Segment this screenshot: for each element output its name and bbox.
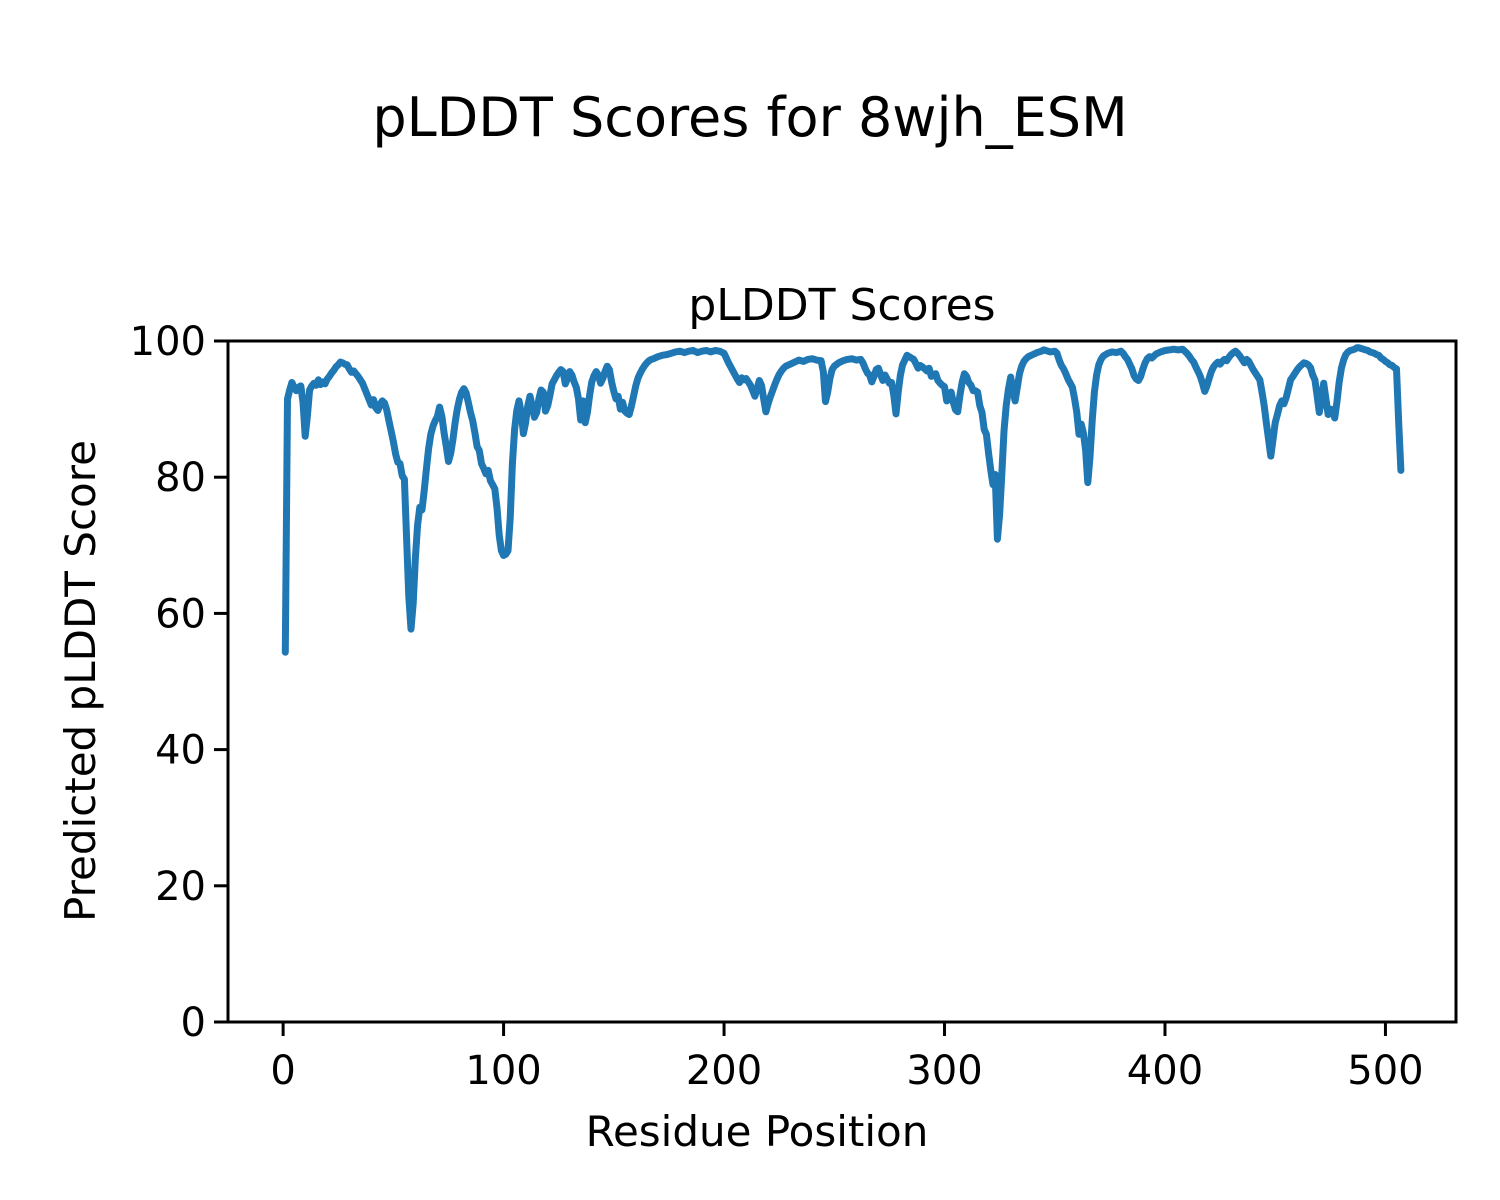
x-tick-label: 500 [1347,1048,1423,1094]
y-axis-ticks [214,339,228,1024]
y-tick-label: 20 [155,864,206,910]
x-tick-label: 400 [1127,1048,1203,1094]
x-tick-label: 100 [465,1048,541,1094]
y-tick-label: 0 [181,1000,206,1046]
axes-title: pLDDT Scores [688,280,995,331]
x-tick-label: 300 [906,1048,982,1094]
x-axis-tick-labels: 0 100 200 300 400 500 [270,1048,1423,1094]
y-tick-label: 40 [155,728,206,774]
plot-frame [226,339,1458,1024]
plddt-line [281,344,1405,656]
y-tick-label: 60 [155,591,206,637]
y-tick-label: 80 [155,455,206,501]
x-tick-label: 200 [686,1048,762,1094]
x-tick-label: 0 [270,1048,295,1094]
y-axis-label: Predicted pLDDT Score [56,440,105,922]
y-axis-tick-labels: 0 20 40 60 80 100 [130,319,206,1046]
x-axis-label: Residue Position [586,1107,929,1156]
y-tick-label: 100 [130,319,206,365]
figure-title: pLDDT Scores for 8wjh_ESM [372,86,1128,149]
x-axis-ticks [281,1022,1387,1036]
